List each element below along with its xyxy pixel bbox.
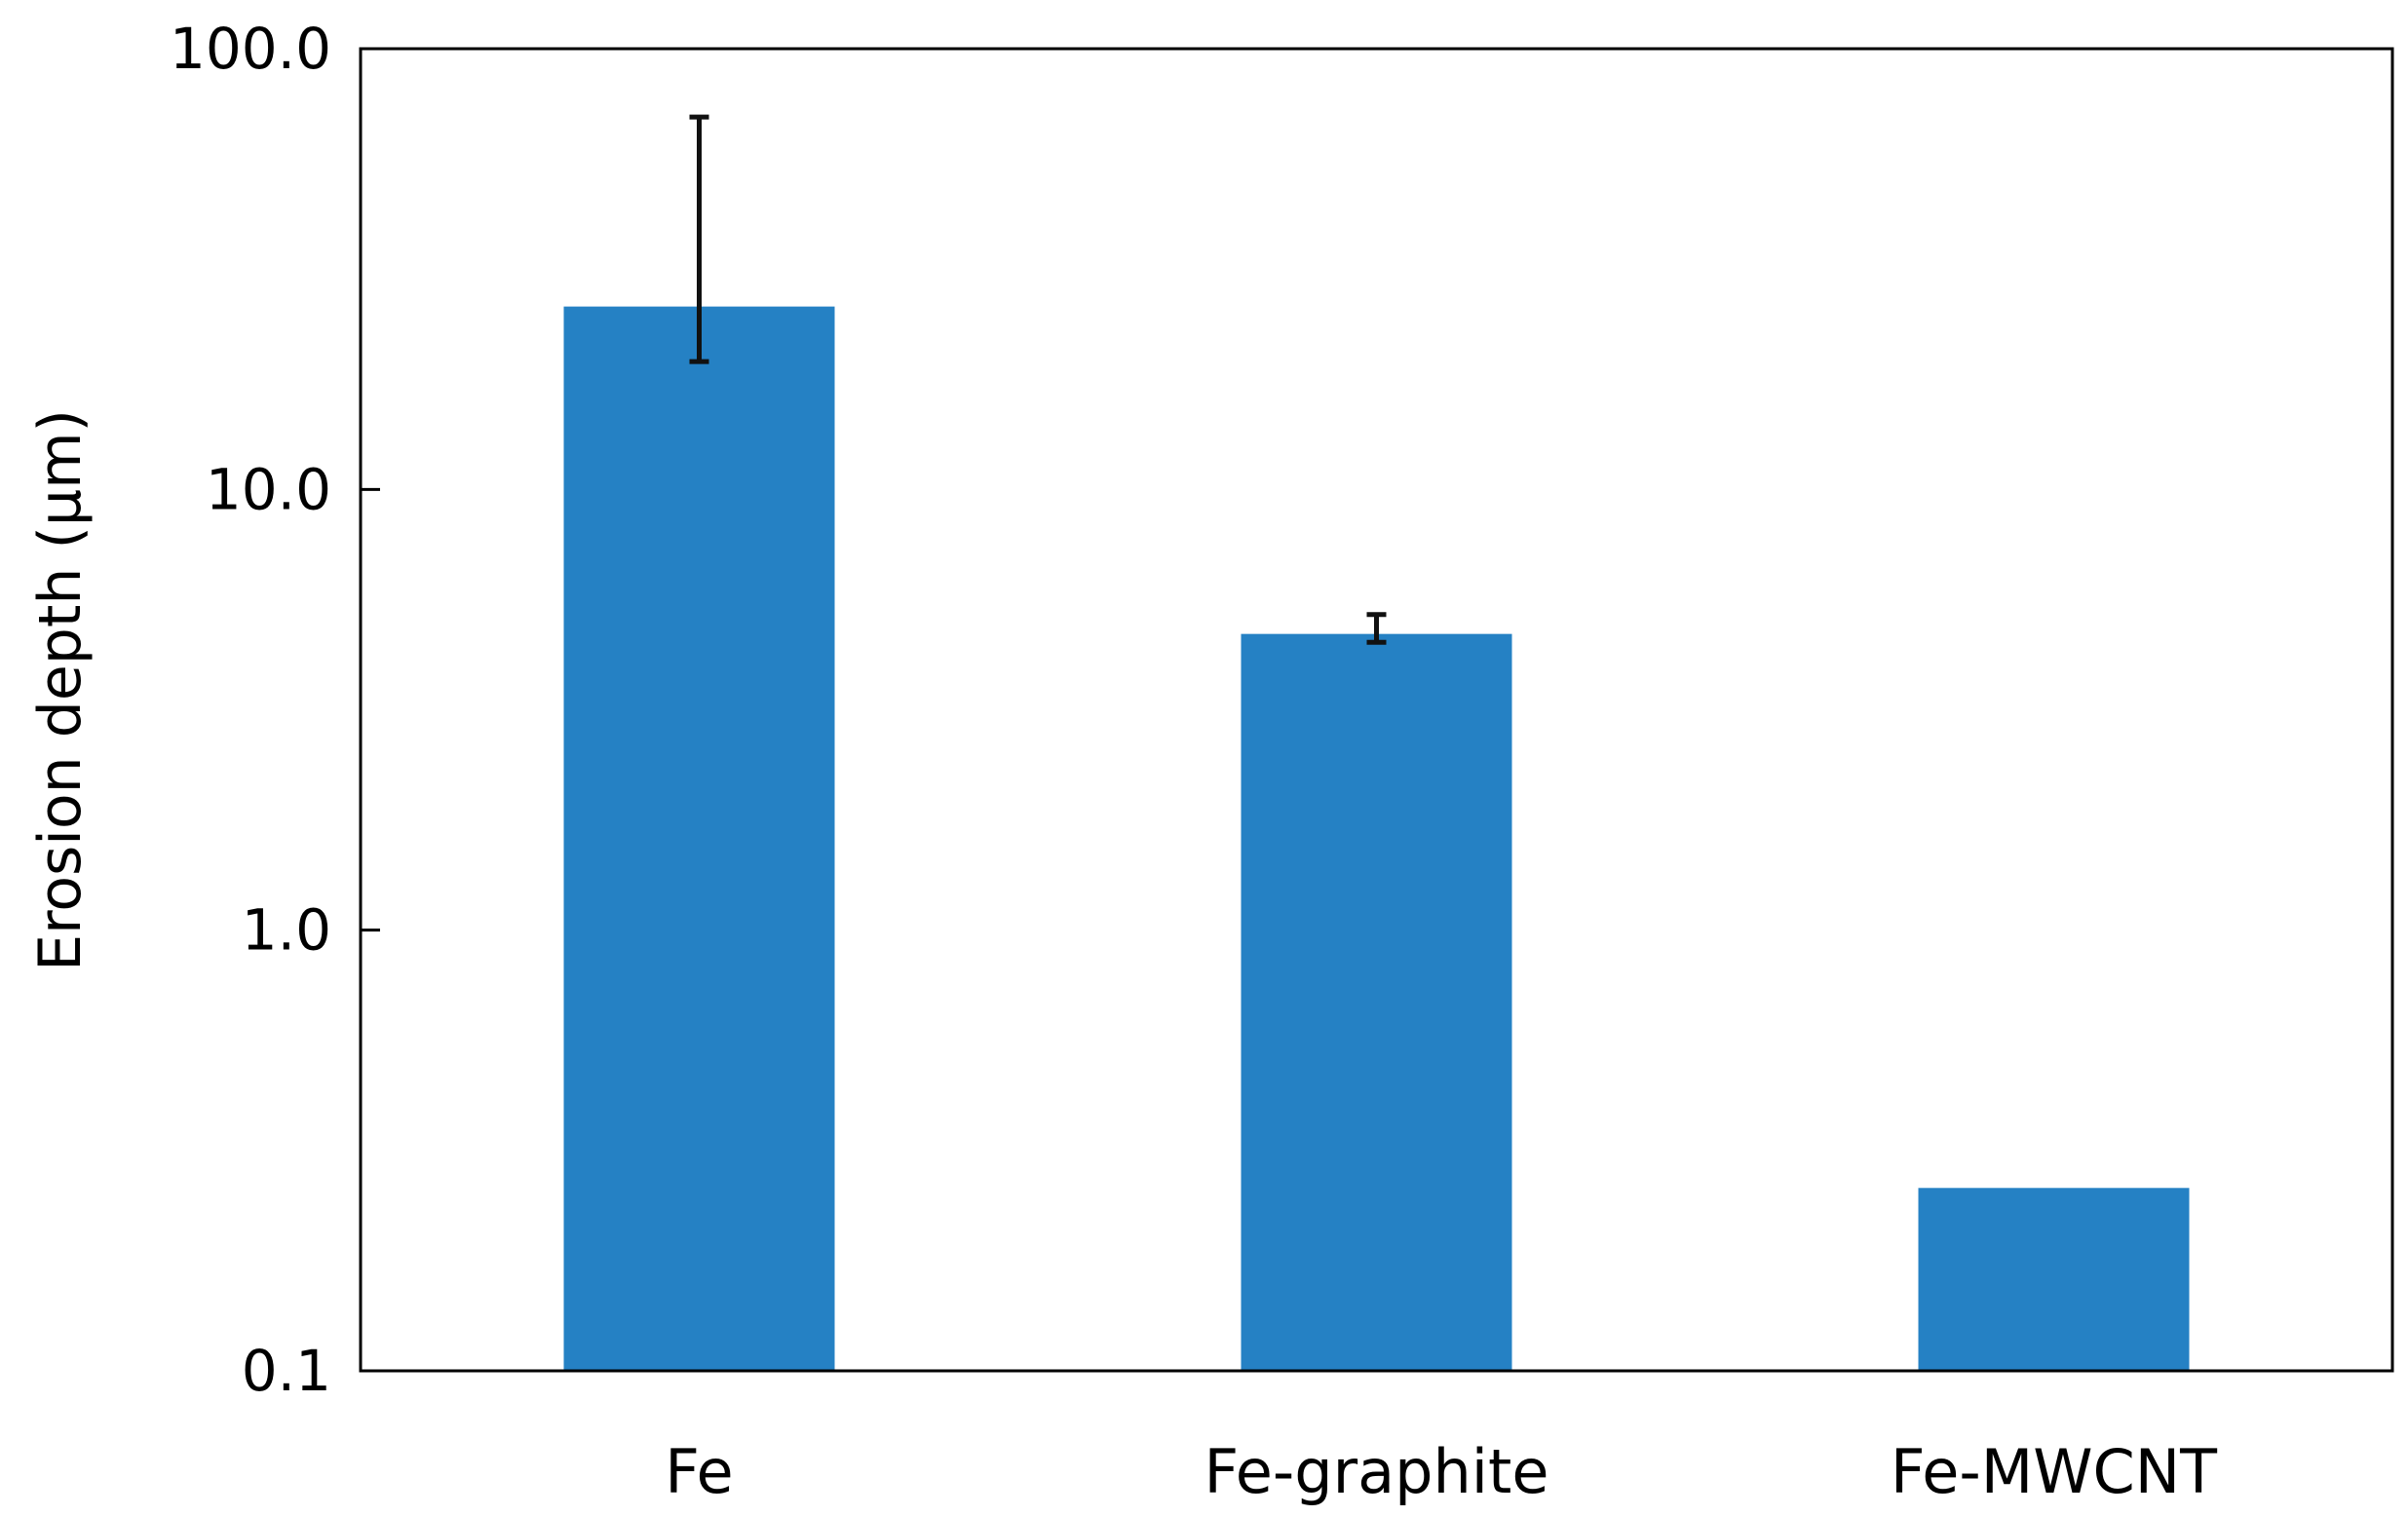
y-tick-label: 1.0 bbox=[242, 897, 331, 964]
error-bar-fe-graphite bbox=[1366, 612, 1387, 645]
y-tick-label: 0.1 bbox=[242, 1338, 331, 1404]
x-category-label: Fe bbox=[665, 1436, 733, 1507]
y-tick-label: 100.0 bbox=[170, 16, 331, 82]
x-axis-labels: Fe Fe-graphite Fe-MWCNT bbox=[665, 1436, 2218, 1507]
bar-fe-graphite bbox=[1241, 633, 1512, 1371]
error-bar-fe bbox=[689, 114, 709, 364]
x-category-label: Fe-graphite bbox=[1204, 1436, 1549, 1507]
bar-fe-mwcnt bbox=[1918, 1188, 2190, 1371]
error-bars-layer bbox=[689, 114, 1387, 645]
bar-fe bbox=[563, 306, 835, 1371]
y-axis-title: Erosion depth (µm) bbox=[26, 409, 95, 971]
y-tick-label: 10.0 bbox=[206, 456, 331, 522]
plot-frame bbox=[359, 47, 2394, 1373]
bars-layer bbox=[563, 306, 2190, 1371]
y-axis-ticks: 0.1 1.0 10.0 100.0 bbox=[170, 16, 380, 1404]
x-category-label: Fe-MWCNT bbox=[1891, 1436, 2218, 1507]
